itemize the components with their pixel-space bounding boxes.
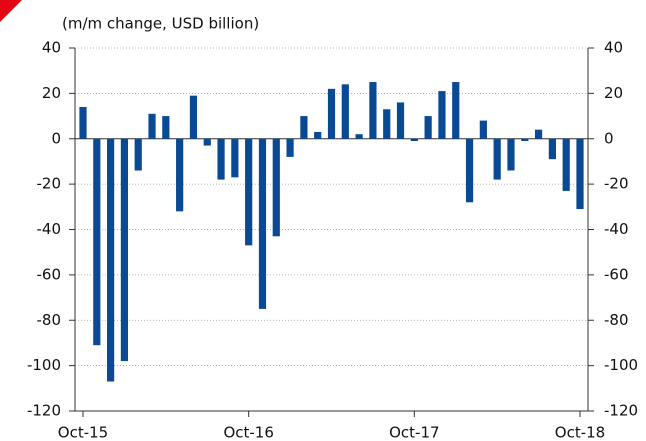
bar — [410, 138, 418, 142]
y2-tick-label: -40 — [604, 220, 629, 238]
y-tick-label: -20 — [37, 175, 62, 193]
bar — [521, 138, 529, 142]
y2-tick-label: -120 — [604, 402, 638, 420]
bar — [93, 138, 101, 346]
bar — [203, 138, 211, 146]
x-tick-label: Oct-17 — [389, 424, 439, 441]
x-tick-label: Oct-15 — [58, 424, 108, 441]
bar — [120, 138, 129, 362]
bar — [134, 138, 142, 171]
bar — [341, 84, 349, 139]
y-tick-label: -100 — [27, 356, 61, 374]
bar — [272, 138, 280, 237]
bar — [479, 120, 487, 139]
y2-tick-label: -60 — [604, 265, 629, 283]
bar — [107, 138, 115, 382]
bar — [383, 109, 391, 139]
bar — [79, 106, 87, 139]
bar — [148, 113, 156, 139]
y-tick-label: -60 — [37, 265, 62, 283]
bar — [576, 138, 584, 210]
y2-tick-label: 40 — [604, 39, 623, 57]
bar — [162, 116, 170, 139]
bar — [189, 95, 198, 139]
y2-tick-label: -100 — [604, 356, 638, 374]
bar — [507, 138, 515, 171]
x-tick-label: Oct-18 — [555, 424, 605, 441]
y2-tick-label: -80 — [604, 311, 629, 329]
bar — [534, 129, 543, 139]
bar — [465, 138, 474, 203]
decor-triangle — [0, 0, 22, 22]
bar — [369, 82, 377, 139]
bar — [176, 138, 184, 212]
bar — [286, 138, 294, 157]
bar — [424, 116, 432, 139]
bar — [562, 138, 570, 191]
y2-tick-label: -20 — [604, 175, 629, 193]
bar — [231, 138, 239, 178]
y-tick-label: -80 — [37, 311, 62, 329]
bar — [314, 131, 322, 139]
bar — [245, 138, 253, 246]
bar — [396, 102, 405, 139]
bar — [300, 116, 308, 139]
bar — [258, 138, 267, 309]
y-tick-label: -120 — [27, 402, 61, 420]
bar — [452, 82, 460, 139]
y-tick-label: 20 — [42, 84, 61, 102]
bar — [438, 91, 446, 139]
bar — [327, 88, 336, 139]
y2-tick-label: 20 — [604, 84, 623, 102]
y-tick-label: -40 — [37, 220, 62, 238]
bar — [217, 138, 225, 180]
y-tick-label: 40 — [42, 39, 61, 57]
x-tick-label: Oct-16 — [223, 424, 273, 441]
bar — [355, 134, 363, 139]
bar — [548, 138, 556, 160]
y2-tick-label: 0 — [604, 129, 614, 147]
chart-subtitle: (m/m change, USD billion) — [62, 15, 259, 33]
y-tick-label: 0 — [51, 129, 61, 147]
bar — [493, 138, 501, 180]
